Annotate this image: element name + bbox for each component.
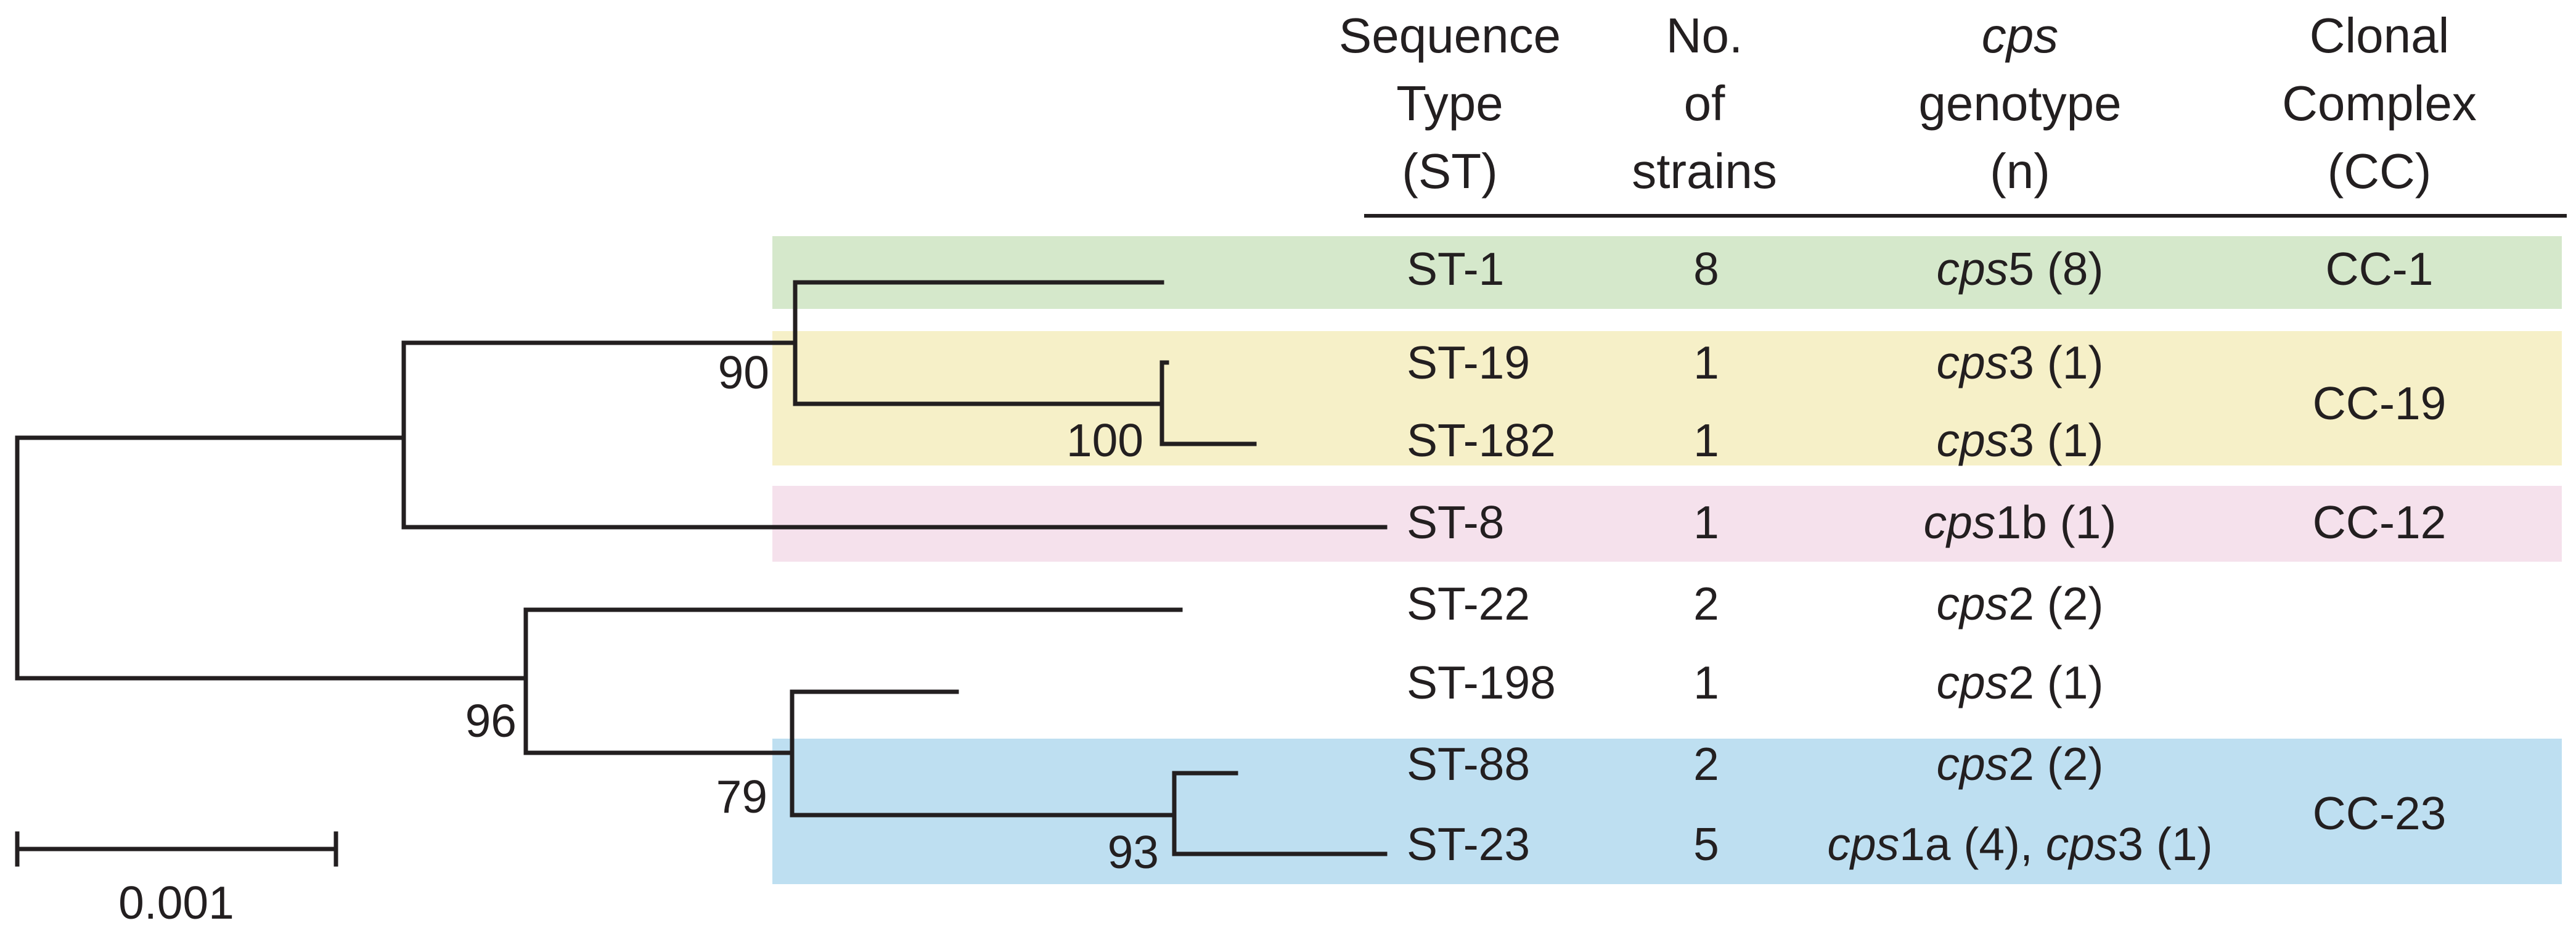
strain-count: 1	[1693, 414, 1719, 466]
cps-type-count: 1b (1)	[1995, 496, 2116, 548]
bootstrap-value: 90	[718, 347, 769, 398]
st-label: ST-8	[1407, 496, 1504, 548]
cc-label: CC-23	[2313, 787, 2447, 839]
cps-genotype: cps5 (8)	[1937, 243, 2104, 295]
cps-type-count: 3 (1)	[2008, 414, 2103, 466]
st-label: ST-88	[1407, 738, 1530, 790]
cc12-band	[772, 486, 2562, 562]
st-label: ST-19	[1407, 337, 1530, 388]
svg-text:(n): (n)	[1990, 144, 2050, 199]
strain-count: 1	[1693, 657, 1719, 708]
scale-bar-label: 0.001	[118, 877, 234, 929]
st-label: ST-182	[1407, 414, 1556, 466]
cps-gene-name: cps	[1937, 414, 2009, 466]
cps-type-count: 2 (2)	[2008, 738, 2103, 790]
cps-type-count: 3 (1)	[2008, 337, 2103, 388]
bootstrap-value: 79	[716, 771, 767, 822]
svg-text:genotype: genotype	[1918, 76, 2121, 131]
bootstrap-value: 93	[1108, 826, 1159, 878]
header-sequence-type: Sequence Type (ST)	[1339, 8, 1561, 199]
st-label: ST-198	[1407, 657, 1556, 708]
strain-count: 8	[1693, 243, 1719, 295]
cps-gene-name: cps	[1937, 337, 2009, 388]
strain-count: 1	[1693, 496, 1719, 548]
cps-type-count: 3 (1)	[2117, 818, 2212, 870]
svg-text:of: of	[1684, 76, 1725, 131]
st-label: ST-22	[1407, 578, 1530, 630]
svg-text:strains: strains	[1632, 144, 1777, 199]
bootstrap-value: 100	[1066, 414, 1143, 466]
header-clonal-complex: Clonal Complex (CC)	[2282, 8, 2477, 199]
cps-gene-name: cps	[1924, 496, 1996, 548]
cps-gene-name: cps	[1937, 578, 2009, 630]
cps-gene-name: cps	[1937, 657, 2009, 708]
cps-gene-name: cps	[1937, 738, 2009, 790]
header-cps-genotype: cps genotype (n)	[1918, 8, 2121, 199]
svg-text:Clonal: Clonal	[2310, 8, 2450, 63]
svg-text:Complex: Complex	[2282, 76, 2477, 131]
bootstrap-value: 96	[465, 695, 517, 747]
svg-text:No.: No.	[1666, 8, 1743, 63]
cc-label: CC-12	[2313, 496, 2447, 548]
cps-genotype: cps1b (1)	[1924, 496, 2117, 548]
scale-bar: 0.001	[15, 831, 338, 929]
cps-genotype: cps2 (1)	[1937, 657, 2104, 708]
cps-genotype: cps2 (2)	[1937, 578, 2104, 630]
cc19-band	[772, 331, 2562, 465]
cps-genotype: cps3 (1)	[1937, 414, 2104, 466]
strain-count: 1	[1693, 337, 1719, 388]
cc-label: CC-1	[2325, 243, 2433, 295]
svg-text:(CC): (CC)	[2328, 144, 2432, 199]
cps-type-count: 5 (8)	[2008, 243, 2103, 295]
cps-type-count: 2 (2)	[2008, 578, 2103, 630]
strain-count: 5	[1693, 818, 1719, 870]
cps-gene-name: cps	[1827, 818, 1899, 870]
table-rows: ST-1 8 cps5 (8)ST-19 1 cps3 (1)ST-182 1 cps3 (…	[1407, 243, 2213, 870]
cps-type-count: 1a (4),	[1899, 818, 2046, 870]
cps-gene-name: cps	[1937, 243, 2009, 295]
cps-type-count: 2 (1)	[2008, 657, 2103, 708]
strain-count: 2	[1693, 738, 1719, 790]
svg-text:cps: cps	[1982, 8, 2059, 63]
strain-count: 2	[1693, 578, 1719, 630]
cc-label: CC-19	[2313, 377, 2447, 429]
svg-text:Type: Type	[1396, 76, 1503, 131]
cps-gene-name: cps	[2046, 818, 2118, 870]
st-label: ST-23	[1407, 818, 1530, 870]
cps-genotype: cps2 (2)	[1937, 738, 2104, 790]
svg-text:Sequence: Sequence	[1339, 8, 1561, 63]
cc1-band	[772, 236, 2562, 309]
header-no-of-strains: No. of strains	[1632, 8, 1777, 199]
cc23-band	[772, 739, 2562, 884]
cps-genotype: cps1a (4), cps3 (1)	[1827, 818, 2212, 870]
phylogenetic-tree	[15, 280, 1388, 856]
cps-genotype: cps3 (1)	[1937, 337, 2104, 388]
st-label: ST-1	[1407, 243, 1504, 295]
svg-text:(ST): (ST)	[1402, 144, 1498, 199]
